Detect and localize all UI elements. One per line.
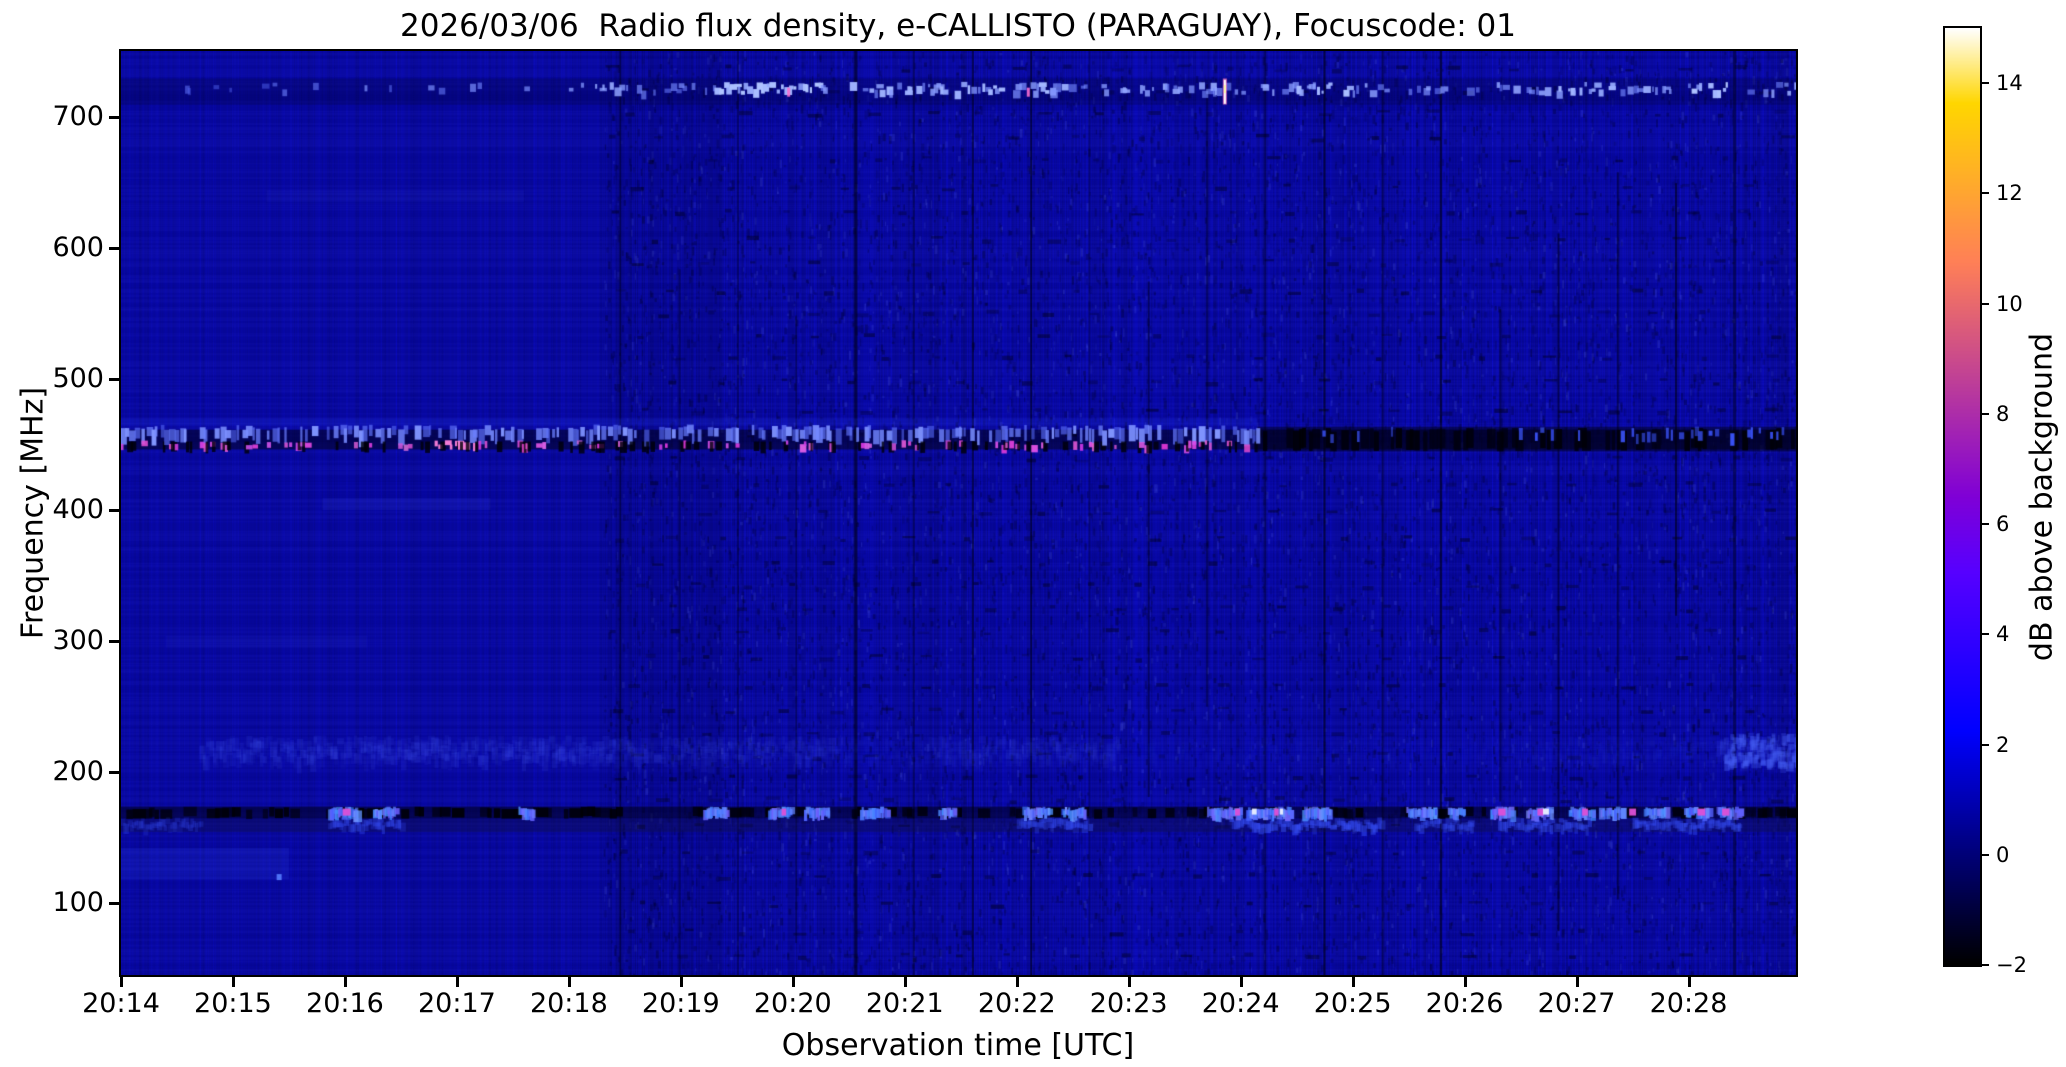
colorbar-tick-mark [1980,743,1989,746]
x-tick-label: 20:25 [1313,988,1392,1019]
chart-title: 2026/03/06 Radio flux density, e-CALLIST… [400,8,1516,44]
x-tick-label: 20:14 [82,988,160,1019]
x-tick-label: 20:21 [865,988,944,1019]
colorbar-label: dB above background [2024,332,2060,662]
colorbar-tick-label: 14 [1996,71,2023,96]
colorbar-gradient [1945,28,1980,965]
colorbar-tick-mark [1980,302,1989,305]
x-tick-label: 20:19 [641,988,720,1019]
y-tick-mark [109,508,121,512]
y-tick-label: 700 [52,100,104,132]
x-tick-label: 20:28 [1649,988,1728,1019]
x-tick-mark [1575,975,1579,987]
x-tick-label: 20:20 [753,988,832,1019]
y-axis-label: Frequency [MHz] [15,386,51,640]
colorbar-tick-mark [1980,192,1989,195]
x-tick-label: 20:27 [1537,988,1616,1019]
x-tick-mark [455,975,459,987]
y-tick-label: 200 [52,755,104,787]
x-tick-mark [1463,975,1467,987]
x-tick-mark [1687,975,1691,987]
y-tick-label: 600 [52,231,104,263]
colorbar-tick-mark [1980,853,1989,856]
x-tick-mark [231,975,235,987]
x-tick-mark [1127,975,1131,987]
spectrogram-canvas [121,51,1796,975]
x-tick-label: 20:23 [1089,988,1168,1019]
plot-frame [119,49,1798,977]
colorbar-tick-label: 6 [1996,512,2010,537]
y-tick-mark [109,377,121,381]
x-tick-label: 20:16 [306,988,384,1019]
x-tick-label: 20:15 [194,988,272,1019]
colorbar-tick-mark [1980,523,1989,526]
y-tick-mark [109,115,121,119]
x-tick-mark [1351,975,1355,987]
x-tick-mark [120,975,123,987]
x-tick-mark [791,975,795,987]
colorbar-tick-label: 4 [1996,622,2010,647]
colorbar-tick-label: 10 [1996,291,2023,316]
x-axis-label: Observation time [UTC] [781,1028,1135,1063]
colorbar-tick-label: 12 [1996,181,2023,206]
x-tick-label: 20:17 [417,988,496,1019]
x-tick-label: 20:24 [1201,988,1280,1019]
y-tick-mark [109,246,121,250]
colorbar-tick-mark [1980,412,1989,415]
colorbar-tick-label: −2 [1996,953,2027,977]
colorbar-tick-mark [1980,82,1989,85]
x-tick-mark [679,975,683,987]
x-tick-mark [567,975,571,987]
x-tick-mark [1239,975,1243,987]
colorbar-tick-label: 8 [1996,401,2010,426]
x-tick-label: 20:22 [977,988,1056,1019]
y-tick-mark [109,901,121,905]
x-tick-mark [343,975,347,987]
x-tick-label: 20:18 [529,988,608,1019]
y-tick-mark [109,639,121,643]
colorbar-tick-label: 2 [1996,732,2010,757]
y-tick-label: 300 [52,624,104,656]
colorbar-tick-label: 0 [1996,842,2010,867]
y-tick-label: 100 [52,886,104,918]
y-tick-mark [109,770,121,774]
x-tick-mark [903,975,907,987]
y-tick-label: 400 [52,493,104,525]
x-tick-mark [1015,975,1019,987]
colorbar-tick-mark [1980,633,1989,636]
y-tick-label: 500 [52,362,104,394]
x-tick-label: 20:26 [1425,988,1504,1019]
colorbar-frame [1943,26,1982,967]
colorbar-tick-mark [1980,964,1989,966]
